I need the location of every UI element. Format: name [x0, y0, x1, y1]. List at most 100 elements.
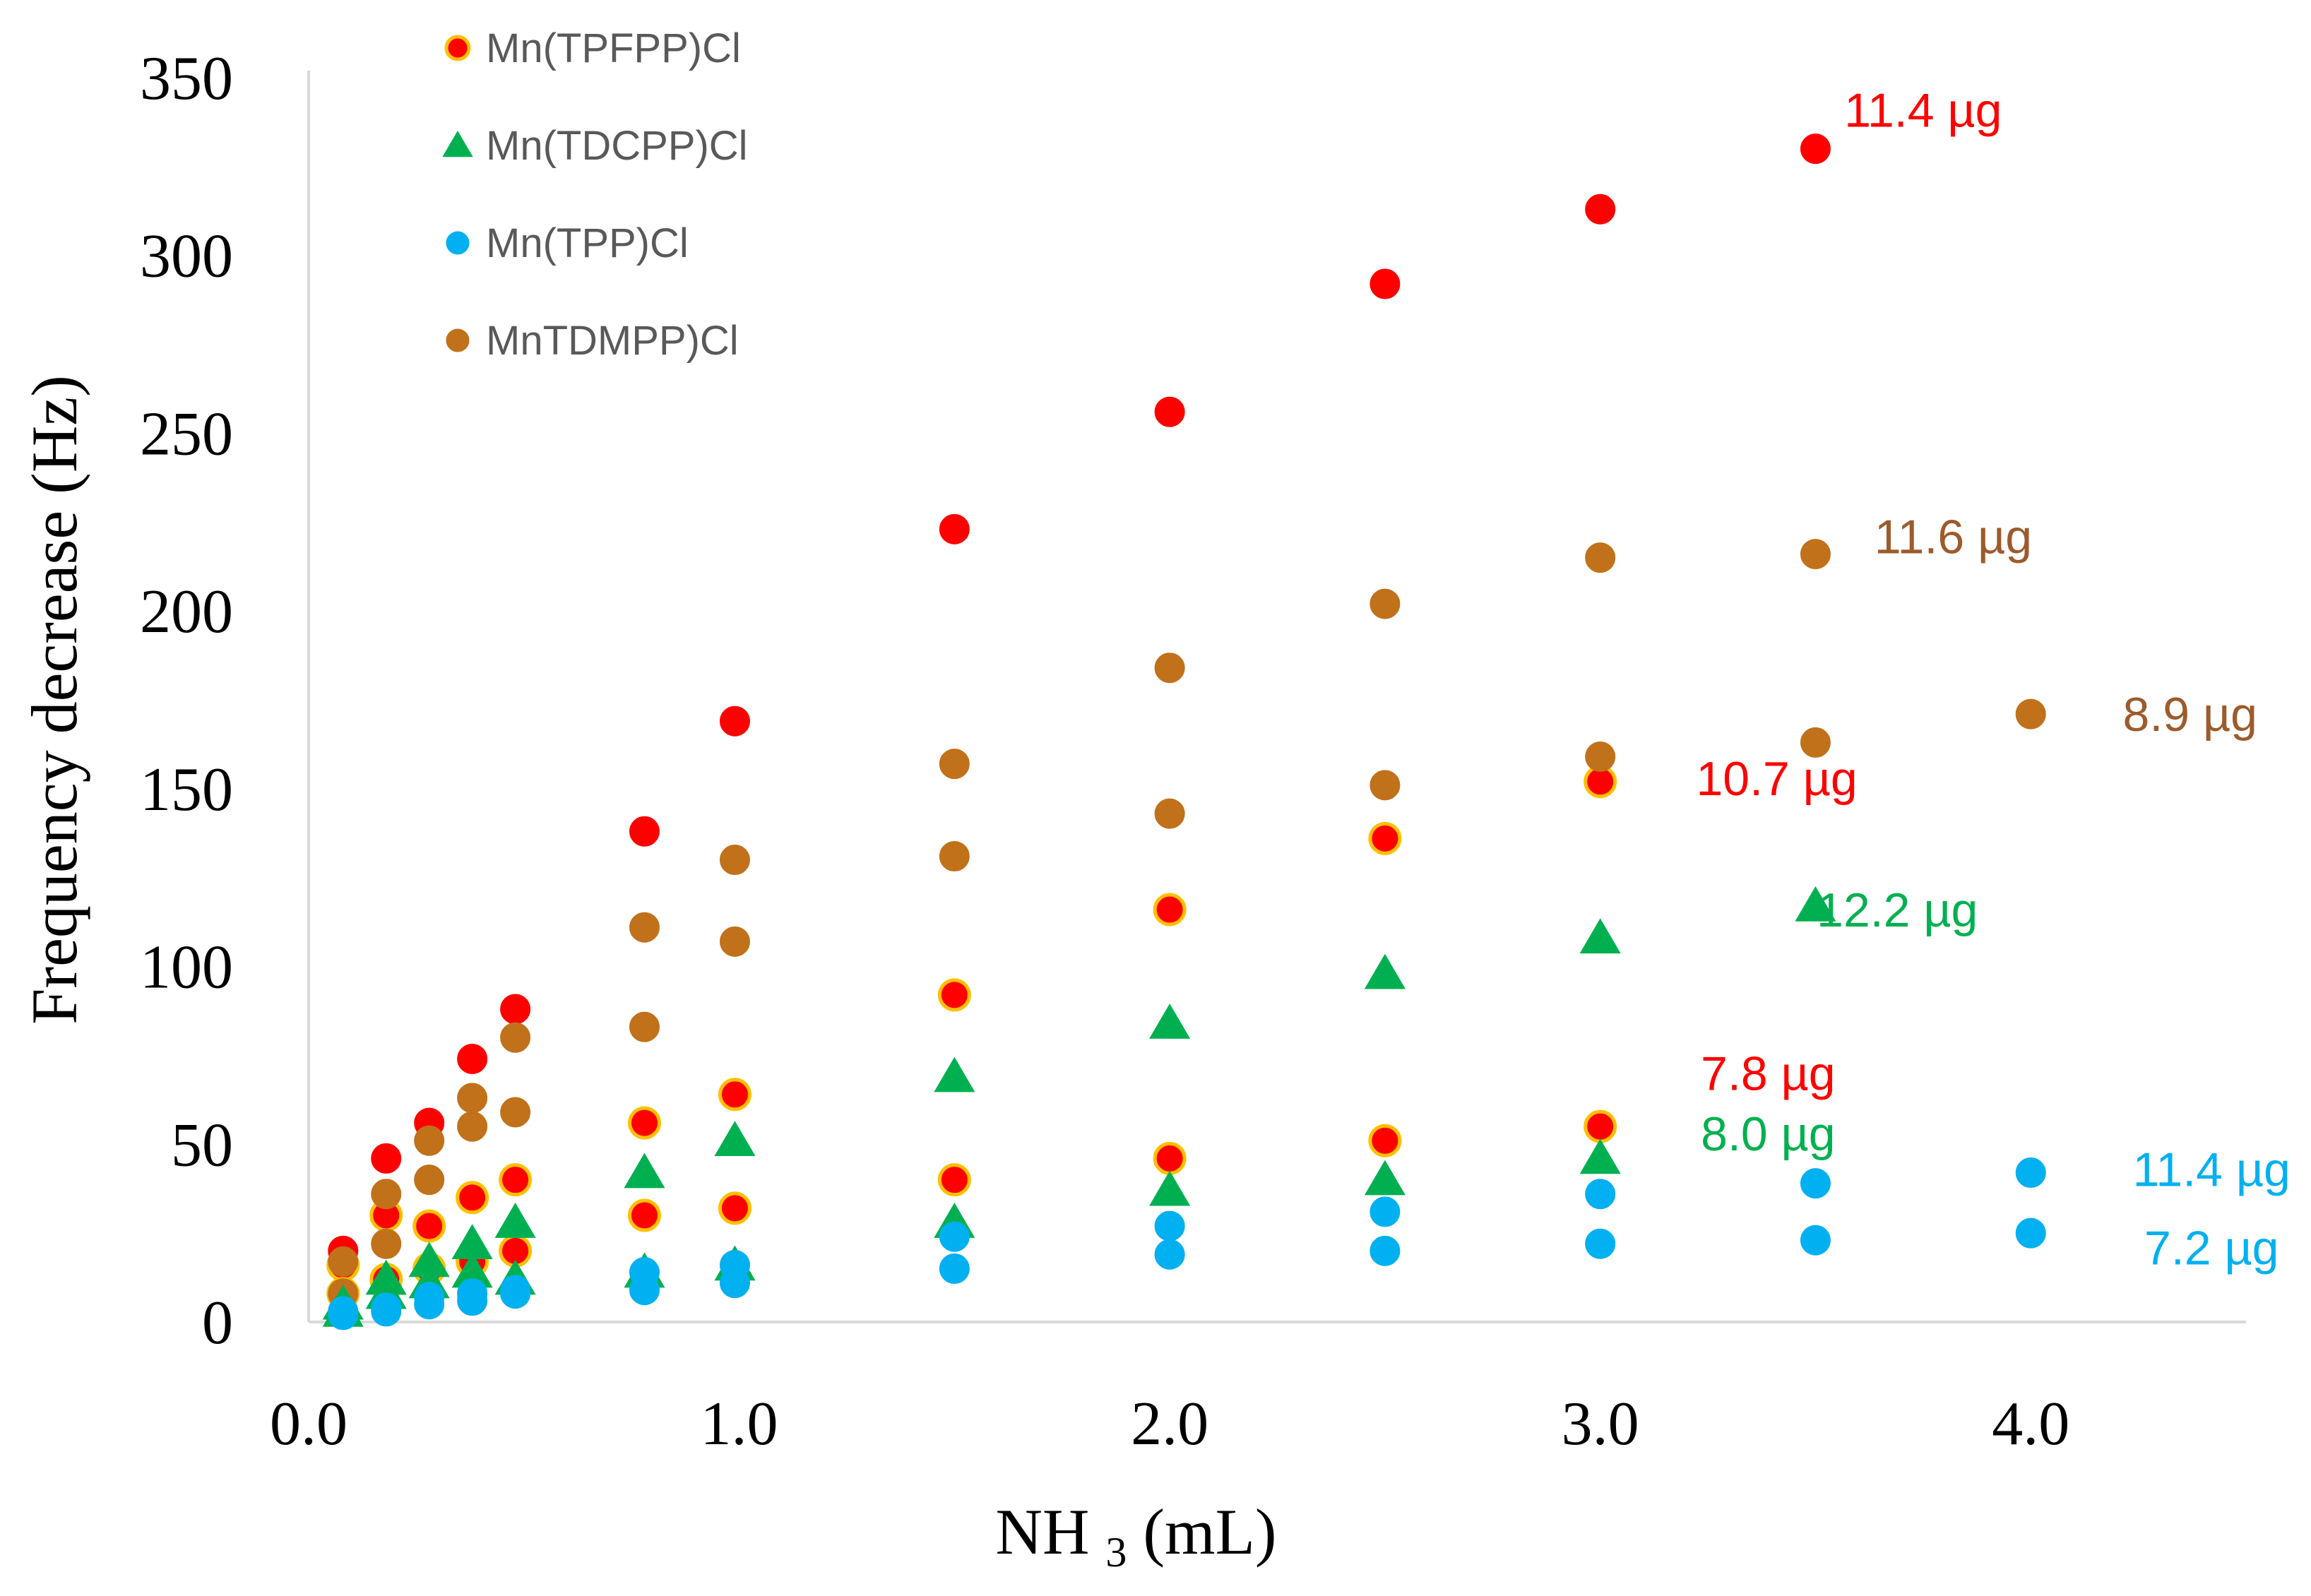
- data-point: [1800, 539, 1831, 570]
- data-point: [1154, 396, 1185, 427]
- y-tick-label: 200: [140, 578, 233, 646]
- x-tick-labels: 0.0 1.0 2.0 3.0 4.0: [270, 1390, 2069, 1458]
- data-point: [414, 1165, 445, 1196]
- data-point: [1370, 1196, 1401, 1227]
- data-point: [371, 1179, 402, 1210]
- data-point: [500, 1097, 531, 1128]
- data-point: [457, 1083, 488, 1114]
- series-4: [328, 698, 2046, 1309]
- data-point: [494, 1203, 536, 1238]
- x-tick-label: 3.0: [1562, 1390, 1639, 1458]
- data-point: [1584, 1109, 1617, 1143]
- series-7: [328, 1157, 2046, 1327]
- data-point: [718, 1191, 751, 1225]
- data-point: [457, 1285, 488, 1316]
- data-point: [2015, 698, 2046, 729]
- data-point: [1370, 770, 1401, 801]
- data-point: [457, 1043, 488, 1074]
- series-1: [326, 765, 1617, 1282]
- data-point: [414, 1125, 445, 1156]
- data-point: [1153, 893, 1187, 927]
- x-tick-label: 1.0: [701, 1390, 778, 1458]
- data-point: [627, 1198, 661, 1232]
- data-point: [1800, 727, 1831, 758]
- legend: Mn(TPFPP)Cl Mn(TDCPP)Cl Mn(TPP)Cl MnTDMPP)C…: [442, 25, 748, 364]
- data-point: [1154, 798, 1185, 829]
- data-point: [624, 1153, 665, 1189]
- y-tick-label: 300: [140, 222, 233, 291]
- x-axis-label-subscript: 3: [1105, 1529, 1127, 1576]
- legend-label: Mn(TPP)Cl: [486, 220, 689, 266]
- legend-marker: [442, 131, 473, 157]
- data-point: [939, 1253, 970, 1284]
- data-point: [1585, 193, 1616, 225]
- annotation-layer: 11.4 µg 11.6 µg 8.9 µg 10.7 µg 12.2 µg 7.8 µg…: [1696, 83, 2290, 1275]
- legend-marker: [446, 231, 470, 255]
- data-point: [1579, 918, 1621, 954]
- data-point: [1585, 1228, 1616, 1259]
- data-point: [1370, 1235, 1401, 1266]
- data-point: [1153, 1141, 1187, 1175]
- y-tick-label: 0: [202, 1289, 233, 1357]
- legend-marker: [444, 35, 471, 61]
- series-mass-label: 7.2 µg: [2144, 1221, 2279, 1275]
- series-mass-label: 10.7 µg: [1696, 752, 1857, 806]
- y-axis-label: Frequency decrease (Hz): [18, 375, 90, 1024]
- data-point: [328, 1299, 359, 1330]
- data-point: [1585, 742, 1616, 773]
- data-point: [719, 1268, 750, 1299]
- data-point: [1585, 1179, 1616, 1210]
- legend-label: MnTDMPP)Cl: [486, 318, 739, 364]
- data-point: [500, 994, 531, 1025]
- series-mass-label: 11.6 µg: [1875, 510, 2032, 564]
- y-tick-label: 50: [171, 1111, 233, 1179]
- data-point: [1154, 1210, 1185, 1241]
- data-point: [2015, 1157, 2046, 1189]
- data-point: [627, 1106, 661, 1140]
- data-point: [1368, 821, 1402, 855]
- data-point: [457, 1111, 488, 1142]
- data-point: [500, 1022, 531, 1053]
- x-tick-label: 0.0: [270, 1390, 347, 1458]
- x-tick-label: 2.0: [1131, 1390, 1208, 1458]
- y-tick-label: 250: [140, 400, 233, 468]
- series-8: [328, 1217, 2046, 1330]
- x-tick-label: 4.0: [1992, 1390, 2069, 1458]
- data-point: [1800, 1225, 1831, 1256]
- data-point: [937, 1163, 971, 1197]
- data-point: [1364, 1160, 1406, 1196]
- series-mass-label: 11.4 µg: [2133, 1143, 2291, 1197]
- data-point: [1800, 1168, 1831, 1199]
- data-point: [1795, 886, 1836, 922]
- data-point: [1579, 1138, 1621, 1174]
- series-layer: [322, 133, 2046, 1330]
- data-point: [629, 1011, 660, 1042]
- data-point: [1154, 1239, 1185, 1270]
- data-point: [719, 845, 750, 876]
- y-tick-label: 350: [140, 44, 233, 113]
- data-point: [1368, 1124, 1402, 1157]
- series-mass-label: 12.2 µg: [1817, 883, 1978, 937]
- data-point: [934, 1056, 975, 1092]
- x-axis-label: NH 3 (mL): [996, 1496, 1277, 1580]
- data-point: [1800, 133, 1831, 165]
- y-tick-label: 150: [140, 756, 233, 824]
- data-point: [937, 978, 971, 1012]
- legend-label: Mn(TDCPP)Cl: [486, 123, 748, 169]
- y-tick-labels: 0 50 100 150 200 250 300 350: [140, 44, 233, 1357]
- data-point: [939, 513, 970, 544]
- data-point: [939, 1221, 970, 1252]
- data-point: [328, 1246, 359, 1277]
- data-point: [2015, 1217, 2046, 1249]
- series-mass-label: 8.0 µg: [1701, 1107, 1835, 1161]
- series-0: [328, 133, 1831, 1266]
- data-point: [1364, 953, 1406, 989]
- data-point: [414, 1289, 445, 1320]
- data-point: [500, 1278, 531, 1309]
- data-point: [499, 1163, 533, 1197]
- data-point: [719, 705, 750, 737]
- series-mass-label: 11.4 µg: [1844, 83, 2002, 137]
- series-5: [322, 886, 1836, 1320]
